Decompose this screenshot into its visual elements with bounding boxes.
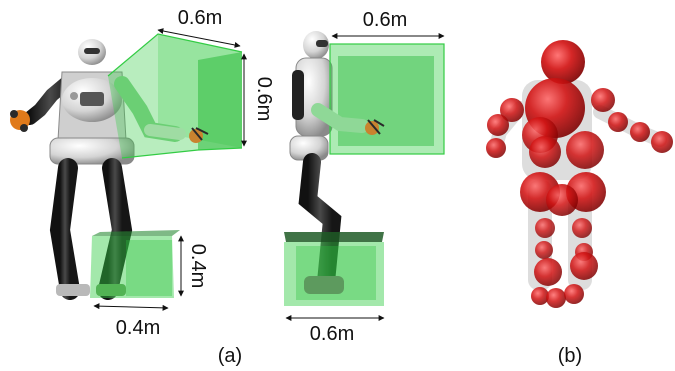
robot-front-view <box>10 39 135 300</box>
panel-a-caption: (a) <box>218 345 242 367</box>
side-hand-box-width-label: 0.6m <box>363 9 407 31</box>
foot-workspace-box-side <box>284 232 384 306</box>
panel-b-caption: (b) <box>558 345 582 367</box>
robot-side-view <box>289 31 342 291</box>
robot-side-arm <box>311 103 385 135</box>
dimension-lines-front <box>93 28 247 311</box>
front-hand-box-height-label: 0.6m <box>253 77 275 121</box>
gripper-icon <box>189 127 209 143</box>
foot-workspace-box-front <box>90 230 180 298</box>
front-foot-box-height-label: 0.4m <box>187 244 209 288</box>
hand-workspace-box-side <box>329 43 445 155</box>
side-foot-box-width-label: 0.6m <box>310 323 354 345</box>
front-hand-box-width-label: 0.6m <box>178 7 222 29</box>
collision-sphere-model <box>486 40 673 308</box>
dimension-lines-side <box>285 33 445 321</box>
front-foot-box-width-label: 0.4m <box>116 317 160 339</box>
gripper-icon <box>365 119 385 135</box>
gripper-icon <box>10 110 30 132</box>
robot-front-right-arm <box>114 76 209 143</box>
